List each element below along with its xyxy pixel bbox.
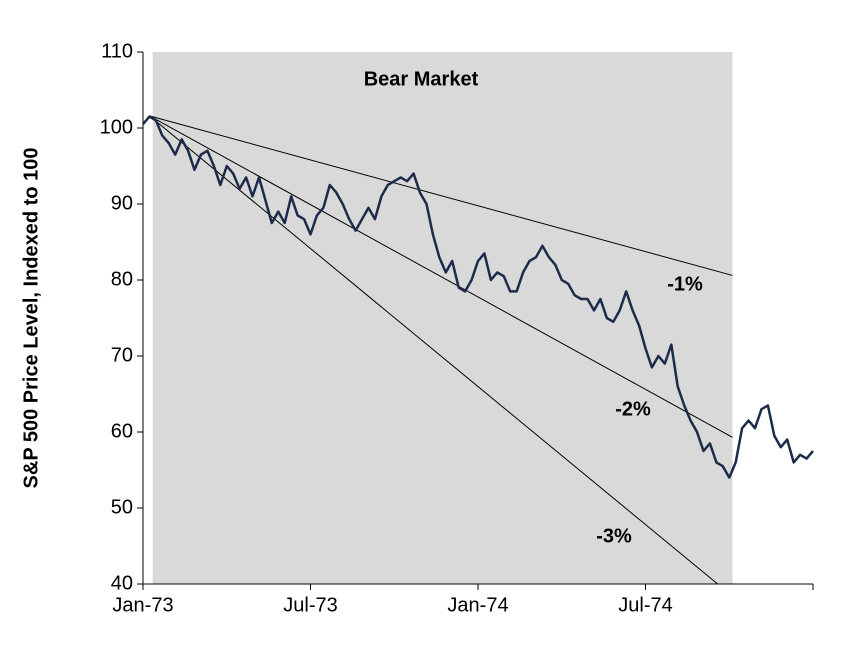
y-axis-label: S&P 500 Price Level, Indexed to 100 <box>20 148 42 489</box>
trend-line <box>149 115 733 276</box>
y-tick-label: 40 <box>111 572 133 594</box>
trend-line <box>149 115 718 585</box>
y-tick-label: 90 <box>111 192 133 214</box>
y-tick-label: 110 <box>101 40 133 62</box>
trend-label: -3% <box>596 525 632 547</box>
trend-label: -2% <box>615 398 651 420</box>
x-tick-label: Jul-74 <box>618 594 672 616</box>
trend-label: -1% <box>667 273 703 295</box>
x-tick-label: Jan-73 <box>112 594 173 616</box>
y-tick-label: 50 <box>111 496 133 518</box>
bear-market-shade <box>152 52 733 584</box>
y-tick-label: 60 <box>111 420 133 442</box>
x-tick-label: Jan-74 <box>447 594 508 616</box>
price-line <box>142 115 814 479</box>
trend-line <box>149 115 733 438</box>
shade-label: Bear Market <box>364 68 479 90</box>
y-tick-label: 70 <box>111 344 133 366</box>
x-tick-label: Jul-73 <box>283 594 337 616</box>
y-tick-label: 100 <box>100 116 133 138</box>
y-tick-label: 80 <box>111 268 133 290</box>
